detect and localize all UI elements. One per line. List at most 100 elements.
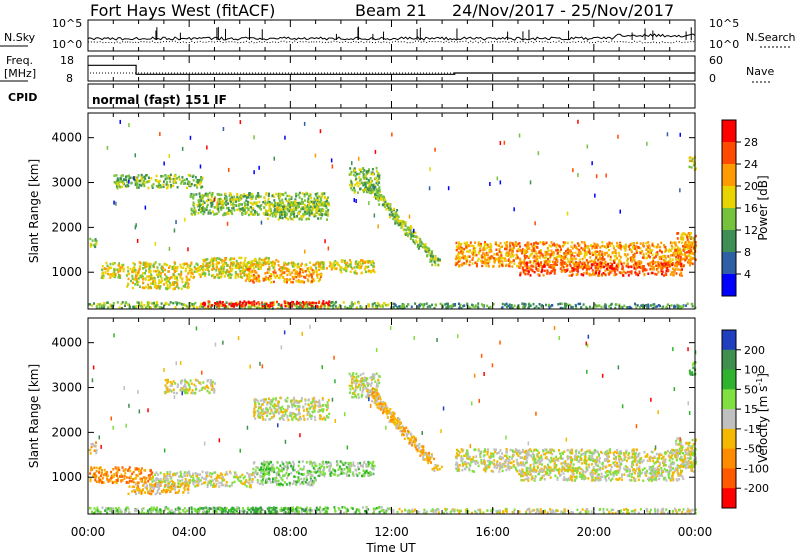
- scatter-cell: [236, 260, 238, 263]
- scatter-cell: [623, 305, 625, 308]
- scatter-cell: [308, 275, 310, 278]
- scatter-cell: [573, 269, 575, 272]
- scatter-cell: [675, 256, 677, 259]
- scatter-cell: [132, 306, 134, 309]
- scatter-cell: [189, 265, 191, 268]
- scatter-cell: [306, 274, 308, 277]
- scatter-cell: [659, 246, 661, 249]
- scatter-cell: [317, 197, 319, 200]
- scatter-cell: [511, 265, 513, 268]
- scatter-cell: [161, 277, 163, 280]
- scatter-cell: [508, 263, 510, 266]
- scatter-cell: [214, 276, 216, 279]
- scatter-cell: [685, 241, 687, 244]
- scatter-cell: [328, 304, 330, 307]
- scatter-cell: [137, 284, 139, 287]
- scatter-cell: [189, 181, 191, 184]
- scatter-cell: [424, 246, 426, 249]
- scatter-cell: [181, 288, 183, 291]
- scatter-cell: [182, 263, 184, 266]
- scatter-cell: [141, 301, 143, 304]
- scatter-cell: [571, 245, 573, 248]
- scatter-cell: [499, 262, 501, 265]
- scatter-cell: [203, 272, 205, 275]
- scatter-cell: [260, 195, 262, 198]
- scatter-cell: [652, 263, 654, 266]
- scatter-cell: [259, 258, 261, 261]
- scatter-cell: [605, 247, 607, 250]
- scatter-cell: [680, 256, 682, 258]
- scatter-cell: [519, 274, 521, 277]
- scatter-cell: [429, 260, 431, 263]
- scatter-cell: [139, 265, 141, 268]
- scatter-cell: [428, 247, 430, 250]
- scatter-cell: [665, 274, 667, 277]
- scatter-cell: [494, 259, 496, 262]
- scatter-cell: [166, 177, 168, 180]
- scatter-cell: [509, 245, 511, 248]
- scatter-cell: [112, 468, 114, 471]
- scatter-cell: [230, 277, 232, 280]
- scatter-cell: [513, 263, 515, 266]
- scatter-cell: [671, 245, 673, 248]
- scatter-cell: [559, 246, 561, 249]
- scatter-cell: [374, 193, 376, 196]
- scatter-cell: [186, 187, 188, 190]
- scatter-cell: [370, 271, 372, 274]
- scatter-cell: [202, 259, 204, 262]
- scatter-cell: [546, 269, 548, 272]
- scatter-cell: [240, 120, 242, 124]
- scatter-cell: [311, 305, 313, 308]
- scatter-cell: [511, 251, 513, 254]
- scatter-cell: [660, 269, 662, 272]
- scatter-cell: [255, 271, 257, 274]
- scatter-cell: [444, 303, 446, 306]
- scatter-cell: [148, 279, 150, 282]
- scatter-cell: [140, 176, 142, 179]
- scatter-cell: [618, 246, 620, 249]
- scatter-cell: [548, 266, 550, 269]
- scatter-cell: [589, 256, 591, 259]
- scatter-cell: [521, 302, 523, 305]
- scatter-cell: [464, 255, 466, 258]
- scatter-cell: [601, 273, 603, 276]
- scatter-cell: [139, 286, 141, 289]
- scatter-cell: [309, 261, 311, 264]
- scatter-cell: [178, 273, 180, 276]
- scatter-cell: [500, 242, 502, 245]
- scatter-cell: [377, 198, 379, 201]
- scatter-cell: [225, 197, 227, 200]
- scatter-cell: [307, 211, 309, 214]
- scatter-cell: [269, 206, 271, 209]
- range-tick-label: 1000: [51, 265, 82, 279]
- scatter-cell: [197, 212, 199, 215]
- scatter-cell: [358, 157, 360, 161]
- scatter-cell: [122, 182, 124, 185]
- scatter-cell: [473, 249, 475, 252]
- scatter-cell: [268, 198, 270, 201]
- scatter-cell: [293, 215, 295, 218]
- scatter-cell: [147, 181, 149, 184]
- scatter-cell: [197, 270, 199, 273]
- scatter-cell: [506, 244, 508, 247]
- scatter-cell: [533, 262, 535, 265]
- scatter-cell: [243, 195, 245, 198]
- scatter-cell: [231, 210, 233, 213]
- scatter-cell: [240, 208, 242, 211]
- scatter-cell: [153, 302, 155, 305]
- scatter-cell: [633, 264, 635, 267]
- scatter-cell: [642, 244, 644, 247]
- scatter-cell: [258, 275, 260, 278]
- scatter-cell: [524, 249, 526, 252]
- scatter-cell: [535, 265, 537, 268]
- scatter-cell: [429, 251, 431, 254]
- scatter-cell: [265, 204, 267, 207]
- scatter-cell: [307, 201, 309, 204]
- scatter-cell: [652, 272, 654, 275]
- scatter-cell: [357, 191, 359, 194]
- scatter-cell: [389, 214, 391, 217]
- scatter-cell: [244, 306, 246, 309]
- scatter-cell: [162, 267, 164, 270]
- scatter-cell: [156, 266, 158, 269]
- scatter-cell: [176, 279, 178, 282]
